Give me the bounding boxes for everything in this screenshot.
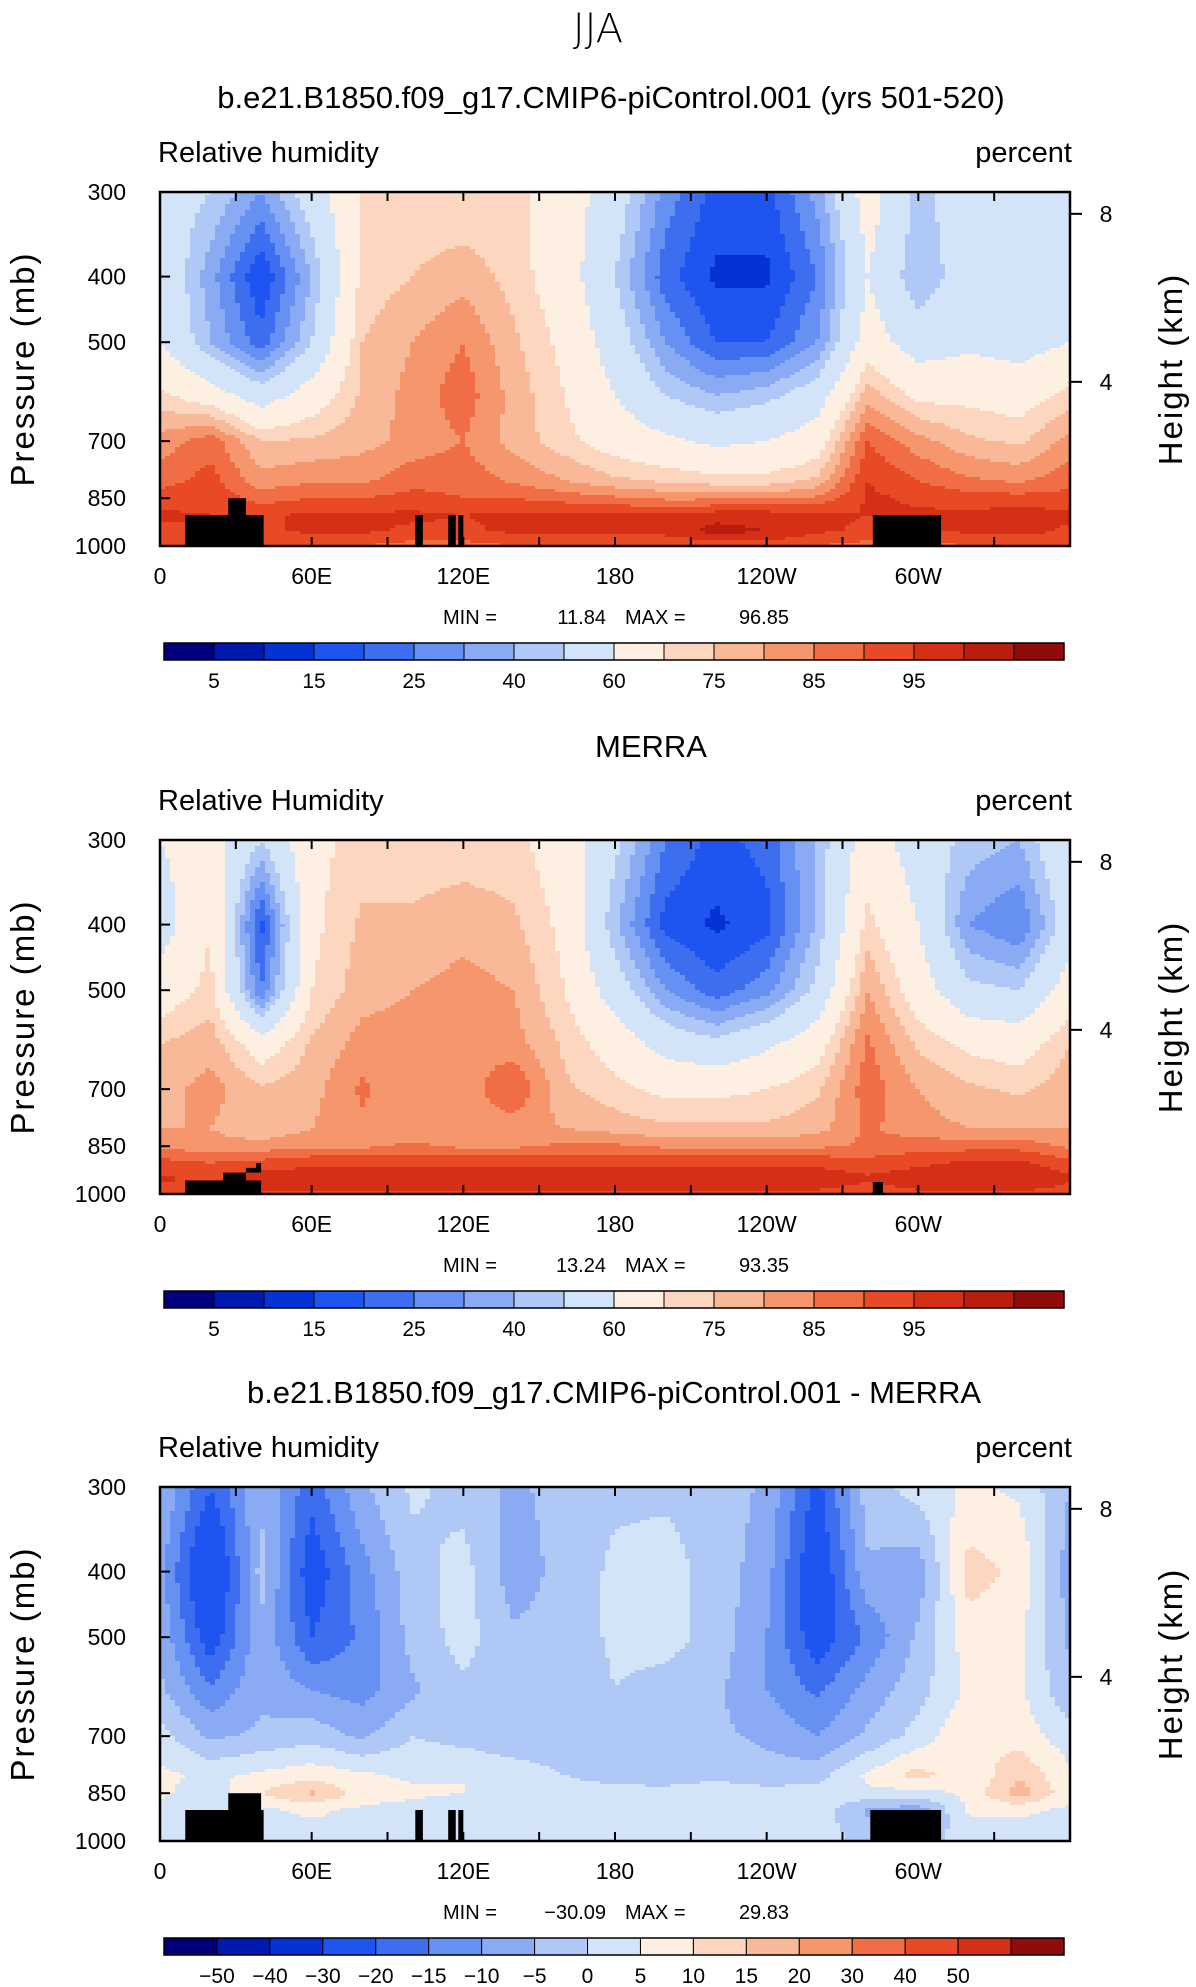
contour-field — [160, 192, 1071, 547]
variable-label: Relative humidity — [158, 137, 379, 169]
panel-title: b.e21.B1850.f09_g17.CMIP6-piControl.001 … — [217, 80, 1005, 115]
panel-1: b.e21.B1850.f09_g17.CMIP6-piControl.001 … — [4, 80, 1189, 693]
units-label: percent — [975, 137, 1072, 169]
figure-title: JJA — [573, 6, 623, 52]
